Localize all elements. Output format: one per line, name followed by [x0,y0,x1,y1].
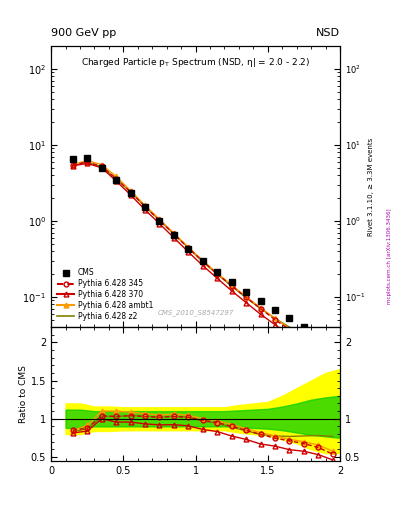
Y-axis label: Ratio to CMS: Ratio to CMS [19,365,28,423]
Text: NSD: NSD [316,28,340,38]
Legend: CMS, Pythia 6.428 345, Pythia 6.428 370, Pythia 6.428 ambt1, Pythia 6.428 z2: CMS, Pythia 6.428 345, Pythia 6.428 370,… [55,266,156,323]
Text: mcplots.cern.ch [arXiv:1306.3436]: mcplots.cern.ch [arXiv:1306.3436] [387,208,392,304]
Text: 900 GeV pp: 900 GeV pp [51,28,116,38]
Text: CMS_2010_S8547297: CMS_2010_S8547297 [157,309,234,316]
Text: Charged Particle $\mathregular{p_T}$ Spectrum (NSD, $\mathregular{\eta|}$ = 2.0 : Charged Particle $\mathregular{p_T}$ Spe… [81,56,310,69]
Y-axis label: Rivet 3.1.10, ≥ 3.3M events: Rivet 3.1.10, ≥ 3.3M events [368,137,375,236]
